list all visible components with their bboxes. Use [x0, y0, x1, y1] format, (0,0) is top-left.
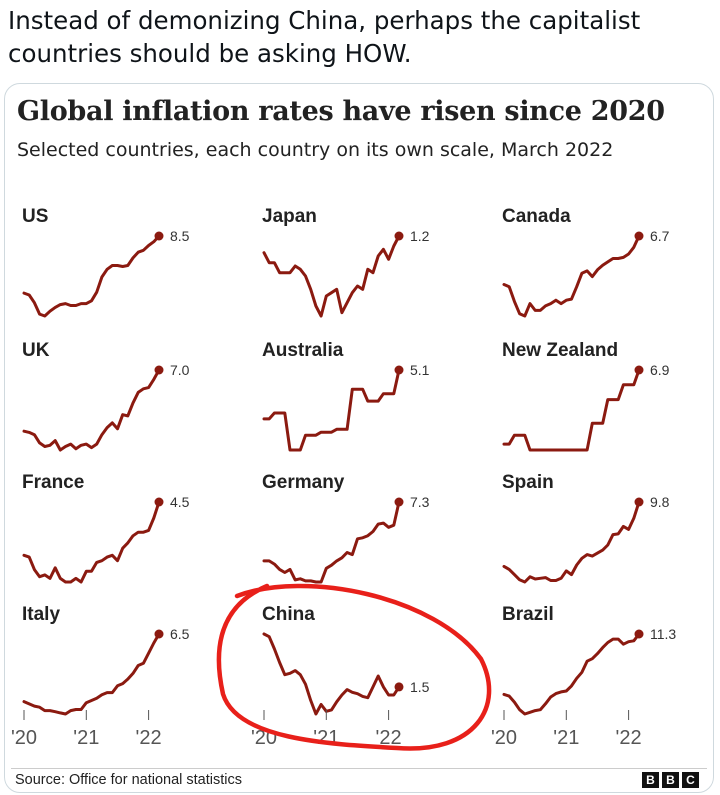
last-point-canada [634, 231, 644, 241]
series-line-germany [262, 500, 401, 584]
small-multiples-plot: US 8.5 Japan 1.2 Canada 6.7 UK 7.0 Australia 5.1 N… [11, 206, 676, 751]
last-value-label-italy: 6.5 [170, 626, 190, 642]
last-value-label-france: 4.5 [170, 494, 190, 510]
last-point-france [154, 497, 164, 507]
last-value-label-canada: 6.7 [650, 228, 670, 244]
panel-title-uk: UK [22, 340, 50, 361]
series-line-canada [502, 234, 641, 318]
series-line-australia [262, 368, 401, 452]
series-line-brazil [502, 632, 641, 716]
series-line-italy [22, 632, 161, 716]
panel-title-italy: Italy [22, 604, 60, 625]
last-value-label-spain: 9.8 [650, 494, 670, 510]
bbc-logo-letter: B [662, 772, 679, 788]
last-value-label-brazil: 11.3 [650, 626, 676, 642]
x-axis-tick-label: '20 [491, 727, 517, 749]
x-axis-tick-label: '22 [136, 727, 162, 749]
series-line-japan [262, 234, 401, 318]
bbc-logo-letter: C [682, 772, 699, 788]
panel-title-germany: Germany [262, 472, 345, 493]
panel-title-australia: Australia [262, 340, 344, 361]
chart-title: Global inflation rates have risen since … [17, 96, 665, 127]
embedded-chart-image[interactable]: Global inflation rates have risen since … [4, 83, 714, 793]
last-value-label-japan: 1.2 [410, 228, 430, 244]
series-line-spain [502, 500, 641, 584]
x-axis-tick-label: '21 [553, 727, 579, 749]
last-value-label-new-zealand: 6.9 [650, 362, 670, 378]
panel-title-new-zealand: New Zealand [502, 340, 618, 361]
series-line-china [262, 632, 401, 716]
series-line-uk [22, 368, 161, 452]
tweet-text: Instead of demonizing China, perhaps the… [8, 6, 641, 68]
panel-title-france: France [22, 472, 84, 493]
source-note: Source: Office for national statistics [15, 772, 243, 788]
last-point-new-zealand [634, 365, 644, 375]
series-line-new-zealand [502, 368, 641, 452]
x-axis-tick-label: '22 [616, 727, 642, 749]
last-value-label-germany: 7.3 [410, 494, 430, 510]
last-point-australia [394, 365, 404, 375]
last-point-us [154, 231, 164, 241]
x-axis-tick-label: '20 [11, 727, 37, 749]
last-point-uk [154, 365, 164, 375]
series-line-france [22, 500, 161, 584]
last-point-japan [394, 231, 404, 241]
last-value-label-uk: 7.0 [170, 362, 190, 378]
bbc-logo-letter: B [642, 772, 659, 788]
last-point-germany [394, 497, 404, 507]
panel-title-japan: Japan [262, 206, 317, 227]
last-point-spain [634, 497, 644, 507]
x-axis-tick-label: '22 [376, 727, 402, 749]
panel-title-canada: Canada [502, 206, 571, 227]
footer-divider [11, 768, 707, 769]
x-axis-tick-label: '21 [73, 727, 99, 749]
last-value-label-us: 8.5 [170, 228, 190, 244]
panel-title-china: China [262, 604, 315, 625]
last-point-italy [154, 629, 164, 639]
last-point-china [394, 682, 404, 692]
panel-title-us: US [22, 206, 48, 227]
highlight-annotation-circle [216, 583, 492, 751]
panel-title-brazil: Brazil [502, 604, 554, 625]
chart-subtitle: Selected countries, each country on its … [17, 139, 614, 161]
panel-title-spain: Spain [502, 472, 554, 493]
last-point-brazil [634, 629, 644, 639]
last-value-label-australia: 5.1 [410, 362, 430, 378]
last-value-label-china: 1.5 [410, 679, 430, 695]
series-line-us [22, 234, 161, 318]
bbc-logo: B B C [642, 772, 699, 788]
